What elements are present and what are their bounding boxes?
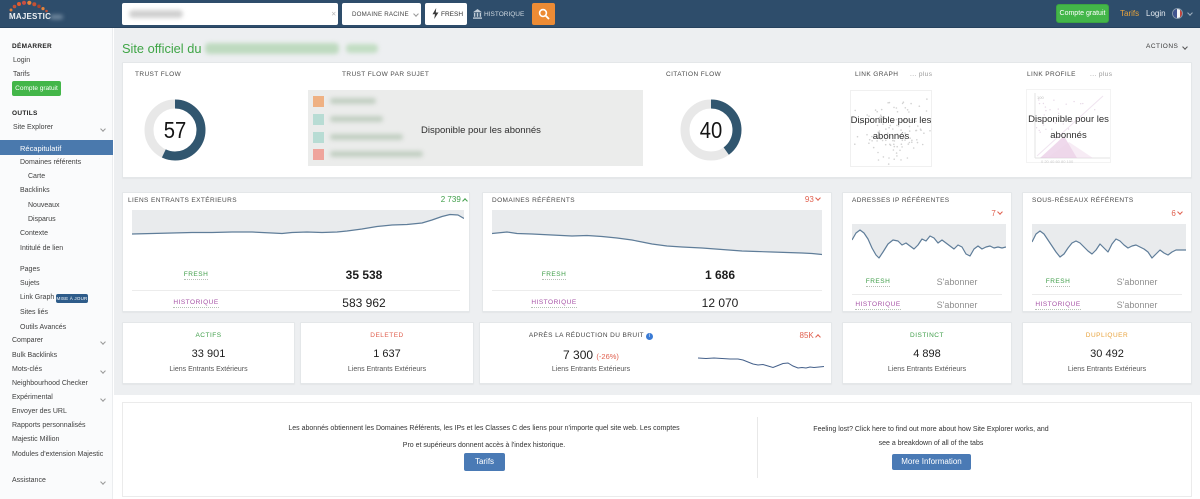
svg-text:100: 100 [1037, 95, 1044, 100]
svg-text:0 20 40 60 80 100: 0 20 40 60 80 100 [1041, 159, 1074, 164]
